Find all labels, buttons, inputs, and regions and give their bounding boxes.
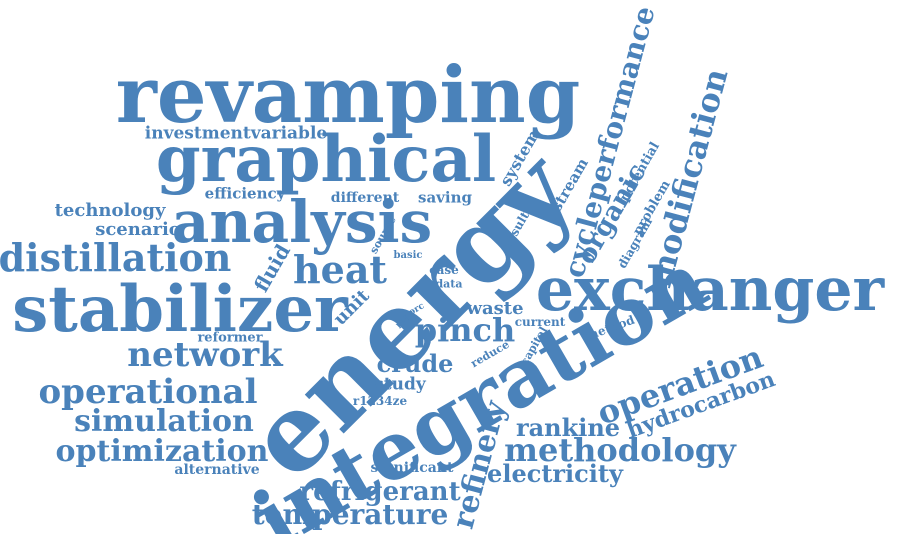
word-refrigerant: refrigerant (299, 477, 461, 507)
word-operational: operational (38, 372, 258, 412)
word-temperature: temperature (251, 498, 449, 531)
word-stabilizer: stabilizer (12, 272, 348, 347)
word-different: different (330, 190, 400, 206)
word-simulation: simulation (74, 404, 254, 439)
word-optimization: optimization (55, 434, 269, 469)
word-saving: saving (418, 188, 472, 207)
word-efficiency: efficiency (204, 184, 286, 203)
word-exchanger: exchanger (535, 255, 885, 325)
word-case: case (429, 263, 459, 277)
word-revamping: revamping (115, 50, 581, 141)
word-heat: heat (293, 247, 387, 292)
word-technology: technology (54, 200, 166, 221)
word-crude: crude (376, 349, 454, 378)
word-scenario: scenario (95, 219, 181, 240)
word-distillation: distillation (0, 235, 232, 280)
word-study: study (374, 374, 426, 395)
word-network: network (127, 335, 283, 375)
word-analysis: analysis (171, 188, 433, 256)
word-current: current (514, 315, 566, 329)
word-pinch: pinch (414, 311, 516, 349)
word-basic: basic (393, 250, 423, 261)
word-data: data (435, 277, 463, 291)
word-r1234ze: r1234ze (352, 394, 408, 408)
word-methodology: methodology (504, 431, 736, 469)
word-alternative: alternative (174, 462, 260, 478)
word-electricity: electricity (487, 459, 623, 488)
word-significant: significant (370, 460, 454, 476)
word-rankine: rankine (515, 413, 621, 442)
word-waste: waste (466, 298, 524, 319)
word-reformer: reformer (197, 330, 263, 346)
word-graphical: graphical (155, 122, 497, 197)
word-investmentvariable: investmentvariable (144, 123, 328, 144)
